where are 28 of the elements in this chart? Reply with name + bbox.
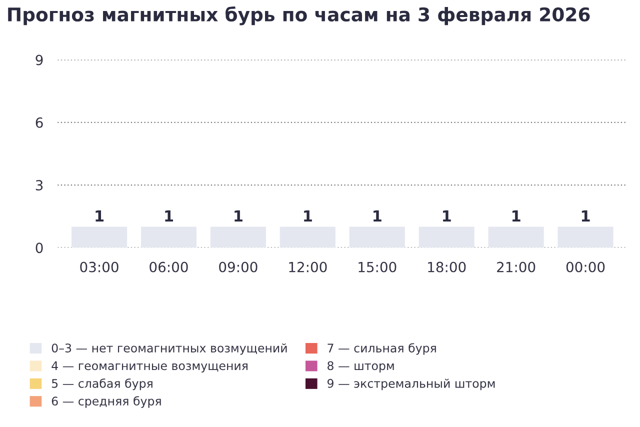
data-label: 1: [96, 210, 104, 222]
x-tick-label: 09:00: [219, 262, 258, 272]
x-tick-label: 12:00: [289, 262, 327, 272]
legend-label: 7 — сильная буря: [328, 343, 436, 355]
x-tick-label: 21:00: [497, 262, 536, 272]
chart-title: Прогноз магнитных бурь по часам на 3 февраля 2026: [8, 6, 590, 26]
x-tick-label: 03:00: [80, 262, 118, 272]
legend-label: 8 — шторм: [328, 361, 394, 372]
x-tick-label: 00:00: [566, 262, 605, 272]
data-label: 1: [374, 210, 382, 222]
y-tick-label: 3: [36, 180, 43, 191]
x-tick-label: 15:00: [358, 262, 396, 272]
legend-label: 0–3 — нет геомагнитных возмущений: [52, 343, 287, 355]
data-label: 1: [304, 210, 312, 222]
data-label: 1: [165, 210, 174, 222]
data-label: 1: [582, 210, 590, 222]
legend-label: 5 — слабая буря: [52, 378, 152, 390]
legend-label: 9 — экстремальный шторм: [328, 378, 495, 390]
y-tick-label: 9: [36, 54, 43, 66]
x-tick-label: 06:00: [150, 262, 188, 272]
y-tick-label: 6: [36, 117, 43, 128]
y-tick-label: 0: [36, 242, 43, 254]
x-tick-label: 18:00: [428, 262, 466, 272]
legend-label: 6 — средняя буря: [52, 396, 161, 408]
legend-label: 4 — геомагнитные возмущения: [52, 361, 248, 372]
data-label: 1: [443, 210, 451, 222]
data-label: 1: [512, 210, 520, 222]
data-label: 1: [234, 210, 242, 222]
